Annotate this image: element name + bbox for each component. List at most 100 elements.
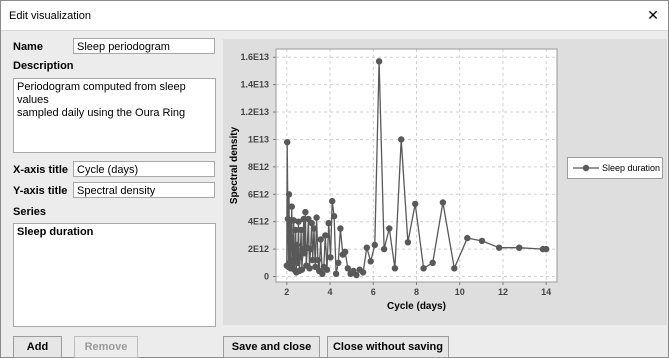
x-tick-label: 12 bbox=[498, 287, 508, 297]
data-point bbox=[284, 139, 291, 146]
data-point bbox=[359, 269, 367, 276]
data-point bbox=[371, 241, 378, 249]
data-point bbox=[329, 197, 336, 205]
data-point bbox=[495, 244, 503, 251]
plot-border bbox=[275, 48, 558, 283]
y-axis-label: Spectral density bbox=[229, 126, 240, 204]
data-point bbox=[322, 232, 329, 239]
title-bar: Edit visualization ✕ bbox=[1, 1, 668, 31]
y-tick-label: 1E13 bbox=[248, 134, 269, 144]
y-tick-label: 0 bbox=[264, 272, 269, 282]
y-tick-label: 1.6E13 bbox=[240, 52, 269, 62]
description-label: Description bbox=[13, 60, 74, 72]
x-tick-label: 2 bbox=[284, 287, 289, 297]
data-point bbox=[313, 214, 320, 221]
data-point bbox=[439, 199, 447, 206]
y-tick-label: 4E12 bbox=[248, 217, 269, 227]
y-tick-label: 8E12 bbox=[248, 162, 269, 172]
x-axis-label: Cycle (days) bbox=[387, 301, 446, 312]
data-point bbox=[285, 191, 293, 198]
data-point bbox=[342, 248, 349, 255]
x-tick-label: 4 bbox=[328, 287, 333, 297]
name-field[interactable]: Sleep periodogram bbox=[73, 38, 215, 54]
data-point bbox=[398, 136, 405, 143]
data-point bbox=[344, 265, 351, 272]
series-item[interactable]: Sleep duration bbox=[17, 226, 94, 238]
data-point bbox=[308, 219, 315, 227]
data-point bbox=[429, 259, 436, 266]
data-point bbox=[298, 266, 306, 273]
close-icon[interactable]: ✕ bbox=[647, 7, 659, 23]
x-tick-label: 10 bbox=[455, 287, 465, 297]
data-point bbox=[297, 254, 304, 261]
data-point bbox=[309, 256, 316, 264]
chart-panel: 0 2E12 4E12 6E12 8E12 1E13 1.2E13 1.4E13 1.6E13 2… bbox=[223, 39, 667, 325]
series-label: Series bbox=[13, 206, 47, 218]
description-line: Periodogram computed from sleep values bbox=[17, 81, 186, 106]
x-axis-title-label: X-axis title bbox=[13, 164, 69, 176]
data-point bbox=[332, 270, 340, 277]
data-point bbox=[464, 234, 471, 242]
data-point bbox=[516, 244, 523, 251]
description-field[interactable]: Periodogram computed from sleep values s… bbox=[13, 78, 216, 153]
data-point bbox=[367, 258, 374, 265]
data-point bbox=[386, 225, 393, 232]
data-point bbox=[295, 218, 302, 225]
data-point bbox=[291, 254, 299, 261]
data-point bbox=[317, 236, 324, 243]
remove-button[interactable]: Remove bbox=[74, 336, 138, 358]
y-tick-label: 1.4E13 bbox=[240, 80, 269, 90]
data-point bbox=[412, 200, 419, 208]
data-point bbox=[337, 225, 344, 232]
description-line: sampled daily using the Oura Ring bbox=[17, 107, 186, 119]
data-point bbox=[314, 256, 322, 264]
chart-legend: Sleep duration bbox=[567, 157, 663, 179]
close-without-saving-button[interactable]: Close without saving bbox=[327, 336, 449, 358]
data-point bbox=[391, 265, 399, 272]
data-point bbox=[327, 254, 334, 261]
data-point bbox=[300, 215, 307, 223]
data-point bbox=[330, 213, 338, 220]
data-point bbox=[307, 245, 314, 253]
y-axis-title-label: Y-axis title bbox=[13, 185, 68, 197]
data-point bbox=[310, 225, 318, 232]
name-label: Name bbox=[13, 41, 43, 53]
legend-entry: Sleep duration bbox=[602, 163, 661, 173]
data-point bbox=[288, 203, 295, 210]
data-point bbox=[420, 265, 427, 272]
data-point bbox=[292, 226, 299, 234]
save-and-close-button[interactable]: Save and close bbox=[223, 336, 320, 358]
data-point bbox=[301, 250, 308, 257]
data-point bbox=[294, 259, 301, 266]
data-point bbox=[404, 239, 412, 246]
series-list[interactable]: Sleep duration bbox=[13, 223, 216, 327]
data-point bbox=[325, 219, 332, 227]
x-tick-label: 6 bbox=[371, 287, 376, 297]
data-point bbox=[312, 263, 319, 271]
data-point bbox=[302, 208, 309, 216]
data-point bbox=[293, 241, 301, 249]
data-point bbox=[335, 259, 342, 266]
data-point bbox=[287, 234, 295, 242]
legend-marker-icon bbox=[573, 164, 599, 172]
data-point bbox=[451, 265, 458, 272]
x-tick-label: 14 bbox=[541, 287, 551, 297]
window-title: Edit visualization bbox=[9, 10, 91, 22]
data-point bbox=[380, 245, 388, 253]
x-tick-label: 8 bbox=[414, 287, 419, 297]
data-point bbox=[290, 217, 297, 224]
y-axis-title-field[interactable]: Spectral density bbox=[73, 182, 215, 198]
add-button[interactable]: Add bbox=[13, 336, 62, 358]
data-point bbox=[297, 226, 305, 234]
data-point bbox=[323, 266, 331, 273]
y-tick-label: 6E12 bbox=[248, 189, 269, 199]
y-tick-label: 2E12 bbox=[248, 244, 269, 254]
data-point bbox=[363, 244, 370, 251]
data-point bbox=[375, 58, 383, 65]
x-axis-title-field[interactable]: Cycle (days) bbox=[73, 161, 215, 177]
data-point bbox=[353, 271, 360, 279]
data-point bbox=[319, 270, 326, 277]
data-point bbox=[543, 245, 550, 253]
y-tick-label: 1.2E13 bbox=[240, 107, 269, 117]
